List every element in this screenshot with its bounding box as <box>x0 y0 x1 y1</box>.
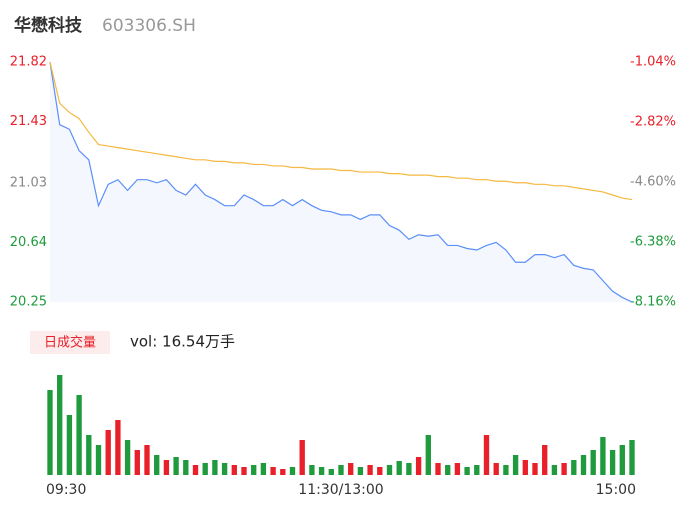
volume-bar <box>328 469 334 475</box>
volume-bar <box>532 463 538 475</box>
price-area <box>50 62 632 302</box>
volume-bar <box>66 415 73 475</box>
volume-bar <box>483 435 490 475</box>
volume-bar <box>396 461 402 475</box>
volume-bar <box>609 450 616 475</box>
chart-subtitle: 603306.SH <box>102 16 196 36</box>
volume-bar <box>192 465 199 475</box>
volume-bar <box>163 460 170 475</box>
volume-bar <box>299 440 305 475</box>
volume-bar <box>600 437 606 475</box>
volume-bar <box>445 465 451 475</box>
y-tick-label: 21.82 <box>10 55 47 70</box>
volume-bar <box>270 467 276 475</box>
volume-bar <box>318 467 325 475</box>
volume-bar <box>231 465 237 475</box>
volume-bar <box>367 465 373 475</box>
volume-bar <box>212 460 218 475</box>
volume-bar <box>115 420 121 475</box>
volume-bar <box>503 465 509 475</box>
volume-bar <box>425 435 431 475</box>
y-tick-label: 20.25 <box>10 295 47 310</box>
volume-bar <box>47 390 53 475</box>
average-line <box>49 61 633 201</box>
volume-bar <box>512 455 519 475</box>
volume-bar <box>348 463 354 475</box>
volume-bar <box>464 467 470 475</box>
volume-text: vol: 16.54万手 <box>130 333 235 351</box>
volume-bar <box>493 463 499 475</box>
chart-title: 华懋科技 <box>14 15 83 36</box>
volume-bar <box>105 430 111 475</box>
volume-bar <box>57 375 63 475</box>
volume-bar <box>76 395 82 475</box>
y2-tick-label: -1.04% <box>630 55 676 70</box>
volume-bar <box>542 445 548 475</box>
volume-bar <box>289 467 296 475</box>
volume-label-bg <box>30 331 110 354</box>
volume-bar <box>522 460 528 475</box>
volume-bar <box>474 465 480 475</box>
volume-label: 日成交量 <box>44 335 96 351</box>
volume-bar <box>134 450 140 475</box>
volume-bar <box>280 469 286 475</box>
volume-bar <box>590 450 596 475</box>
volume-bar <box>338 465 344 475</box>
volume-bar <box>435 463 441 475</box>
volume-bar <box>144 445 150 475</box>
volume-bar <box>454 463 461 475</box>
volume-bar <box>183 460 189 475</box>
volume-bar <box>221 463 228 475</box>
volume-bar <box>260 463 267 475</box>
y2-tick-label: -6.38% <box>630 235 676 250</box>
x-tick-label: 09:30 <box>46 482 86 498</box>
x-tick-label: 11:30/13:00 <box>298 482 383 498</box>
y2-tick-label: -4.60% <box>630 175 676 190</box>
y-tick-label: 21.43 <box>10 114 47 129</box>
volume-bar <box>241 467 247 475</box>
volume-bar <box>629 440 635 475</box>
volume-bar <box>251 465 257 475</box>
volume-bar <box>86 435 92 475</box>
volume-bar <box>386 465 393 475</box>
volume-bar <box>124 440 131 475</box>
volume-bar <box>357 467 364 475</box>
price-line <box>49 61 633 303</box>
volume-bar <box>202 463 208 475</box>
volume-bar <box>619 445 625 475</box>
y-tick-label: 20.64 <box>10 235 47 250</box>
volume-bar <box>406 463 412 475</box>
volume-bar <box>551 465 558 475</box>
volume-bar <box>415 457 422 475</box>
volume-bar <box>571 460 577 475</box>
y-tick-label: 21.03 <box>10 175 47 190</box>
volume-bar <box>309 465 315 475</box>
y2-tick-label: -8.16% <box>630 295 676 310</box>
x-tick-label: 15:00 <box>596 482 636 498</box>
volume-bar <box>154 455 160 475</box>
volume-bar <box>173 457 179 475</box>
volume-bar <box>377 467 383 475</box>
y2-tick-label: -2.82% <box>630 115 676 130</box>
volume-bar <box>561 463 567 475</box>
volume-bar <box>580 455 587 475</box>
volume-bar <box>95 445 102 475</box>
